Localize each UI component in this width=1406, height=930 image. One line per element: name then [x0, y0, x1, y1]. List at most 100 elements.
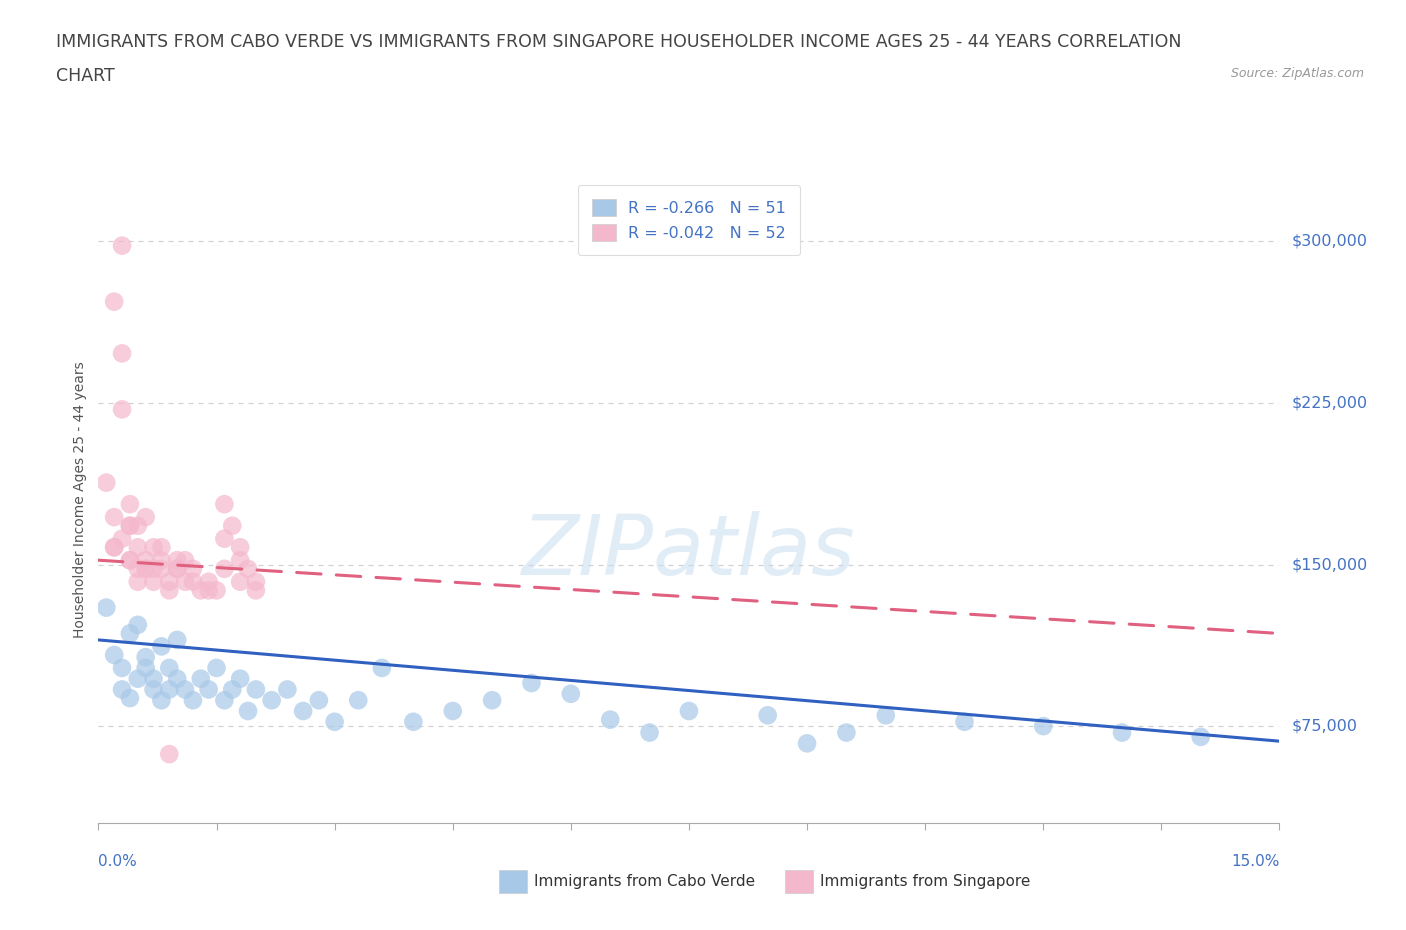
Point: [229, 575, 252, 590]
Point: [678, 704, 700, 719]
Point: [142, 682, 165, 697]
Point: [796, 736, 818, 751]
Point: [638, 725, 661, 740]
Point: [111, 402, 134, 417]
Point: [245, 583, 267, 598]
Point: [118, 497, 141, 512]
Point: [835, 725, 858, 740]
Point: [205, 583, 228, 598]
Point: [127, 539, 149, 554]
Point: [481, 693, 503, 708]
Point: [157, 575, 180, 590]
Point: [236, 704, 259, 719]
Point: [103, 539, 125, 554]
Point: [118, 552, 141, 567]
Point: [127, 671, 149, 686]
Text: IMMIGRANTS FROM CABO VERDE VS IMMIGRANTS FROM SINGAPORE HOUSEHOLDER INCOME AGES : IMMIGRANTS FROM CABO VERDE VS IMMIGRANTS…: [56, 33, 1181, 50]
Point: [166, 632, 188, 647]
Point: [174, 682, 197, 697]
Point: [166, 562, 188, 577]
Point: [292, 704, 315, 719]
Point: [135, 562, 157, 577]
Point: [111, 531, 134, 546]
Point: [174, 552, 197, 567]
Point: [118, 518, 141, 533]
Point: [127, 575, 149, 590]
Text: $225,000: $225,000: [1291, 395, 1368, 410]
Point: [150, 539, 173, 554]
Point: [142, 539, 165, 554]
Point: [157, 682, 180, 697]
Text: $150,000: $150,000: [1291, 557, 1368, 572]
Point: [150, 552, 173, 567]
Point: [245, 682, 267, 697]
Point: [135, 510, 157, 525]
Point: [190, 671, 212, 686]
Point: [245, 575, 267, 590]
Text: $75,000: $75,000: [1291, 719, 1357, 734]
Point: [135, 650, 157, 665]
Point: [166, 552, 188, 567]
Point: [103, 510, 125, 525]
Point: [127, 618, 149, 632]
Point: [103, 294, 125, 309]
Point: [197, 682, 219, 697]
Point: [174, 575, 197, 590]
Point: [181, 575, 204, 590]
Point: [142, 575, 165, 590]
Point: [111, 682, 134, 697]
Point: [308, 693, 330, 708]
Point: [260, 693, 283, 708]
Point: [181, 693, 204, 708]
Point: [118, 518, 141, 533]
Point: [214, 562, 236, 577]
Text: Source: ZipAtlas.com: Source: ZipAtlas.com: [1230, 67, 1364, 80]
Point: [1111, 725, 1133, 740]
Point: [135, 562, 157, 577]
Text: 15.0%: 15.0%: [1232, 854, 1279, 869]
Point: [166, 562, 188, 577]
Point: [875, 708, 897, 723]
Legend: R = -0.266   N = 51, R = -0.042   N = 52: R = -0.266 N = 51, R = -0.042 N = 52: [578, 185, 800, 256]
Point: [157, 660, 180, 675]
Text: Immigrants from Singapore: Immigrants from Singapore: [820, 874, 1031, 889]
Point: [347, 693, 370, 708]
Point: [127, 562, 149, 577]
Text: Immigrants from Cabo Verde: Immigrants from Cabo Verde: [534, 874, 755, 889]
Point: [150, 562, 173, 577]
Point: [118, 691, 141, 706]
Point: [111, 238, 134, 253]
Point: [214, 693, 236, 708]
Point: [323, 714, 346, 729]
Point: [181, 562, 204, 577]
Point: [756, 708, 779, 723]
Point: [441, 704, 464, 719]
Point: [118, 552, 141, 567]
Point: [205, 660, 228, 675]
Y-axis label: Householder Income Ages 25 - 44 years: Householder Income Ages 25 - 44 years: [73, 362, 87, 638]
Point: [157, 583, 180, 598]
Text: $300,000: $300,000: [1291, 233, 1367, 249]
Point: [599, 712, 621, 727]
Point: [166, 671, 188, 686]
Point: [150, 693, 173, 708]
Point: [276, 682, 298, 697]
Text: ZIPatlas: ZIPatlas: [522, 512, 856, 592]
Point: [229, 552, 252, 567]
Point: [520, 675, 543, 690]
Point: [142, 671, 165, 686]
Point: [214, 497, 236, 512]
Point: [190, 583, 212, 598]
Point: [118, 626, 141, 641]
Point: [150, 639, 173, 654]
Point: [197, 583, 219, 598]
Point: [229, 671, 252, 686]
Point: [96, 475, 118, 490]
Text: 0.0%: 0.0%: [98, 854, 138, 869]
Point: [197, 575, 219, 590]
Point: [371, 660, 394, 675]
Point: [127, 518, 149, 533]
Point: [1189, 729, 1212, 744]
Point: [221, 682, 243, 697]
Text: CHART: CHART: [56, 67, 115, 85]
